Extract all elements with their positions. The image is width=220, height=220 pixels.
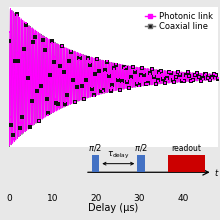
Bar	[168, 155, 205, 172]
Legend: Photonic link, Coaxial line: Photonic link, Coaxial line	[145, 11, 214, 32]
Text: $\tau_{\mathregular{delay}}$: $\tau_{\mathregular{delay}}$	[107, 150, 130, 161]
Text: $\pi/2$: $\pi/2$	[88, 142, 103, 153]
X-axis label: Delay (μs): Delay (μs)	[88, 203, 138, 213]
Text: t: t	[215, 169, 218, 178]
Text: $\pi/2$: $\pi/2$	[134, 142, 148, 153]
Bar	[137, 155, 145, 172]
Text: readout: readout	[171, 144, 201, 153]
Bar	[92, 155, 99, 172]
